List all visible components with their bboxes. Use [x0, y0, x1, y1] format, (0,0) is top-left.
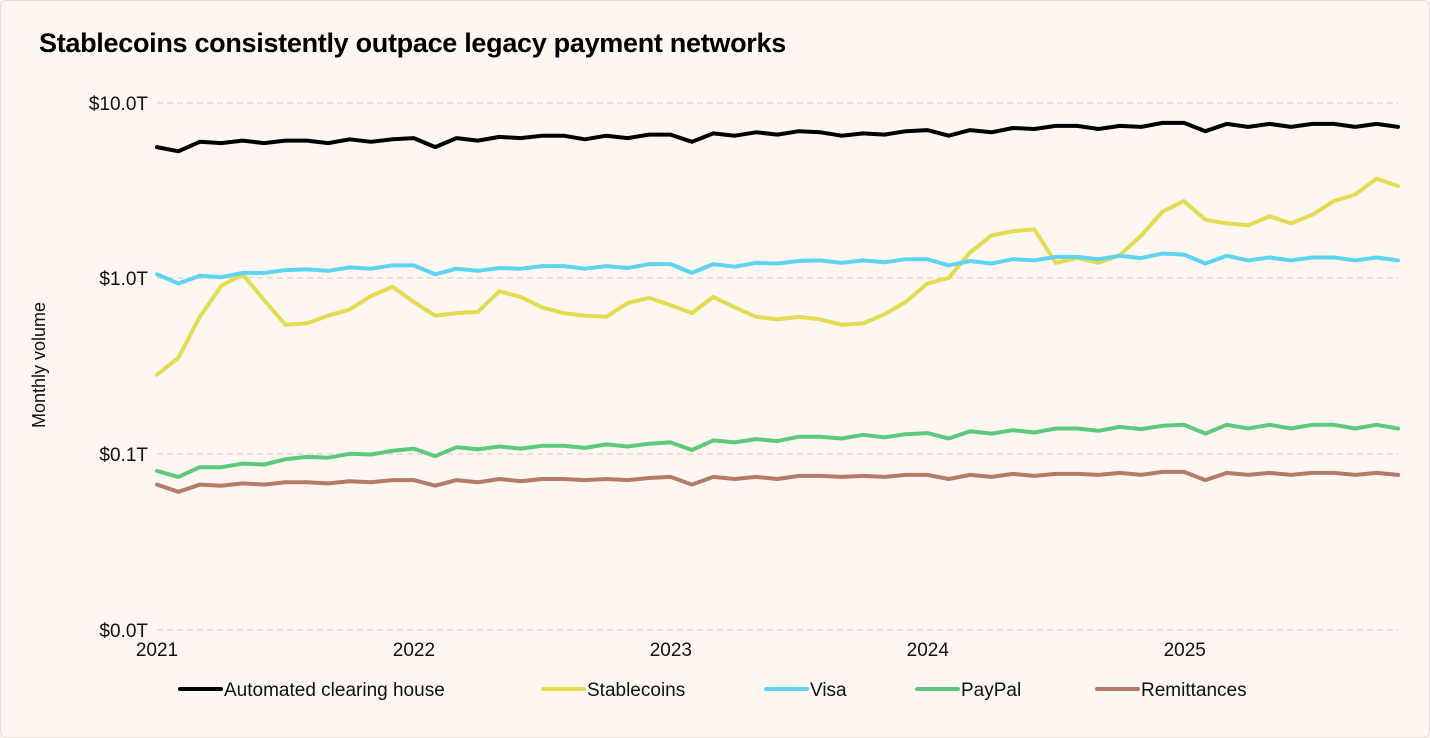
- y-tick-label: $1.0T: [99, 269, 148, 290]
- x-tick-label: 2022: [393, 640, 435, 661]
- series-line-paypal: [155, 422, 1400, 479]
- x-tick-label: 2023: [650, 640, 692, 661]
- y-tick-label: $10.0T: [89, 94, 149, 115]
- legend-label-stablecoins: Stablecoins: [587, 680, 685, 701]
- legend-label-visa: Visa: [810, 680, 847, 701]
- x-tick-label: 2021: [136, 640, 178, 661]
- y-axis-label: Monthly volume: [29, 302, 49, 428]
- chart-title: Stablecoins consistently outpace legacy …: [39, 28, 786, 58]
- legend-label-remittances: Remittances: [1141, 680, 1247, 701]
- legend-label-paypal: PayPal: [961, 680, 1021, 701]
- x-tick-label: 2025: [1164, 640, 1206, 661]
- series-line-stablecoins: [155, 176, 1400, 377]
- series-line-automated-clearing-house: [155, 120, 1400, 154]
- x-tick-label: 2024: [907, 640, 950, 661]
- series-line-visa: [155, 251, 1400, 286]
- y-tick-label: $0.1T: [99, 445, 148, 466]
- legend-label-automated-clearing-house: Automated clearing house: [224, 680, 445, 701]
- y-tick-label: $0.0T: [99, 621, 148, 642]
- series-line-remittances: [155, 469, 1400, 494]
